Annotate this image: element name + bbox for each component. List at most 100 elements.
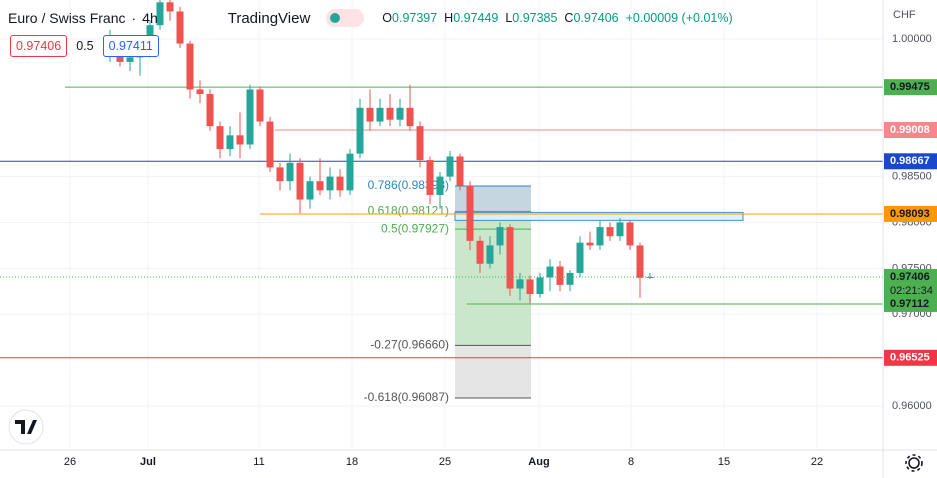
candle-body [246, 89, 254, 145]
candle-body [536, 277, 544, 295]
fib-zone [455, 345, 531, 398]
candle-body [566, 272, 574, 285]
axis-layer: 1.000000.985000.980000.975000.970000.960… [64, 33, 937, 468]
candle-body [376, 107, 384, 122]
status-icon[interactable] [326, 9, 365, 27]
candle-body [636, 245, 644, 278]
level-label-bg [884, 349, 937, 366]
fib-zone [455, 185, 531, 212]
candle-body [326, 176, 334, 191]
candle-body [336, 176, 344, 191]
candle-body [546, 266, 554, 278]
open-label: O [382, 11, 393, 25]
level-label-bg [884, 79, 937, 96]
candle-body [396, 107, 404, 120]
candle-body [266, 121, 274, 168]
candle-body [196, 89, 204, 95]
candle-body [576, 242, 584, 273]
x-tick-label: 18 [346, 456, 358, 468]
candle-body [586, 242, 594, 246]
candle-body [286, 162, 294, 182]
candle-body [126, 57, 134, 62]
candle-body [616, 222, 624, 237]
candle-body [366, 107, 374, 122]
last-price-label: 0.97406 [890, 271, 930, 283]
candle-body [346, 153, 354, 191]
settings-icon[interactable] [905, 454, 923, 472]
currency-label: CHF [893, 9, 916, 21]
x-tick-label: 11 [253, 456, 264, 468]
zone-box [454, 211, 744, 221]
interval: 4h [142, 10, 158, 26]
fib-label: -0.27(0.96660) [370, 338, 449, 352]
candle-body [476, 240, 484, 264]
buy-button[interactable]: 0.97411 [102, 35, 159, 57]
x-tick-label: 22 [811, 456, 823, 468]
x-tick-label: Jul [140, 456, 156, 468]
candle-body [226, 135, 234, 150]
candle-body [306, 181, 314, 200]
low-value: 0.97385 [512, 11, 558, 25]
spread: 0.5 [76, 39, 94, 53]
candle-body [606, 227, 614, 237]
trade-widget: 0.97406 0.5 0.97411 [10, 35, 159, 57]
candle-body [436, 176, 444, 195]
tv-logo [8, 409, 44, 445]
candle-body [506, 227, 514, 289]
ohlc: O0.97397 H0.97449 L0.97385 C0.97406 +0.0… [382, 11, 732, 25]
level-label: 0.98667 [890, 155, 930, 167]
sell-button[interactable]: 0.97406 [10, 35, 68, 57]
candle-body [526, 279, 534, 295]
y-tick-label: 0.98500 [892, 171, 932, 183]
y-tick-label: 1.00000 [892, 33, 932, 45]
level-label: 0.99475 [890, 81, 930, 93]
open-value: 0.97397 [392, 11, 438, 25]
candle-body [156, 2, 164, 26]
candle-body [406, 107, 414, 127]
candle-body [176, 11, 184, 44]
fib-layer: 0.786(0.98398)0.618(0.98121)0.5(0.97927)… [364, 178, 744, 404]
candle-body [596, 227, 604, 246]
candle-body [166, 2, 174, 12]
high-label: H [444, 11, 454, 25]
high-value: 0.97449 [453, 11, 499, 25]
level-label-bg [884, 153, 937, 170]
close-value: 0.97406 [573, 11, 619, 25]
candle-body [186, 43, 194, 90]
x-tick-label: 25 [439, 456, 451, 468]
candle-body [496, 227, 504, 246]
candle-body [416, 126, 424, 161]
level-label-bg [884, 295, 937, 312]
candle-body [256, 89, 264, 122]
fib-label: 0.618(0.98121) [368, 204, 449, 218]
countdown: 02:21:34 [890, 285, 933, 297]
candle-body [516, 279, 524, 289]
candle-body [386, 107, 394, 120]
level-label: 0.98093 [890, 208, 930, 220]
level-label-bg [884, 122, 937, 138]
candle-body [486, 245, 494, 264]
candle-body [456, 156, 464, 186]
candle-body [426, 160, 434, 195]
y-tick-label: 0.96000 [892, 400, 932, 412]
candle-body [446, 156, 454, 177]
separator: · [131, 10, 137, 26]
candle-body [216, 126, 224, 150]
candle-body [206, 94, 214, 127]
level-label: 0.97112 [890, 298, 929, 310]
change: +0.00009 (+0.01%) [625, 11, 733, 25]
x-tick-label: 8 [628, 456, 634, 468]
header: Euro / Swiss Franc · 4h TradingView O0.9… [8, 9, 733, 27]
candle-body [236, 135, 244, 145]
x-tick-label: Aug [528, 456, 549, 468]
level-label: 0.99008 [890, 124, 930, 136]
fib-label: -0.618(0.96087) [364, 390, 449, 404]
source: TradingView [227, 9, 311, 27]
symbol: Euro / Swiss Franc [8, 10, 126, 26]
x-tick-label: 15 [718, 456, 730, 468]
candle-body [276, 167, 284, 182]
candle-body [356, 107, 364, 154]
candle-body [646, 276, 654, 278]
